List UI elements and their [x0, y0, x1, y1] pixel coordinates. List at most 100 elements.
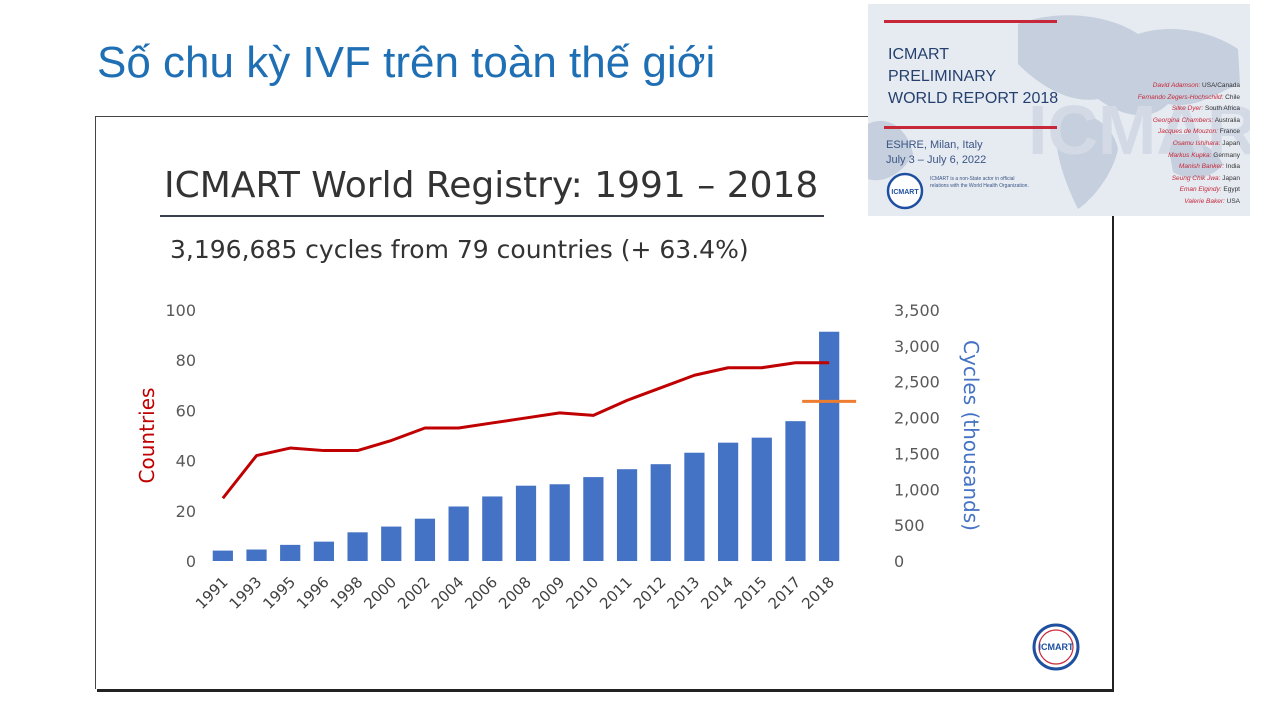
y-right-tick-label: 1,000: [894, 480, 940, 499]
author-country: Egypt: [1221, 186, 1240, 194]
author-name: Manish Banker:: [1178, 163, 1225, 171]
chart-bar: [381, 526, 402, 561]
report-title: ICMART PRELIMINARY WORLD REPORT 2018: [888, 46, 1059, 107]
slide-title: Số chu kỳ IVF trên toàn thế giới: [97, 38, 716, 87]
report-venue: ESHRE, Milan, Italy July 3 – July 6, 202…: [886, 139, 987, 166]
chart-bar: [347, 532, 368, 561]
y-right-tick-label: 3,500: [894, 301, 940, 320]
badge-text: ICMART: [1039, 642, 1074, 652]
world-map-background: ICMART: [868, 4, 1250, 216]
author-name: Seung Chik Jwa:: [1171, 174, 1221, 182]
icmart-badge-logo: ICMART: [1032, 623, 1080, 671]
x-tick-label: 2017: [765, 573, 805, 613]
author-country: Japan: [1220, 174, 1240, 182]
author-country: USA: [1224, 197, 1240, 205]
chart-bar: [414, 518, 436, 561]
author-country: India: [1224, 163, 1240, 171]
chart-bar: [785, 421, 806, 561]
author-name: Jacques de Mouzon:: [1157, 128, 1218, 136]
x-tick-label: 1996: [293, 573, 333, 613]
y-left-tick-label: 80: [176, 351, 196, 370]
author-country: Germany: [1211, 151, 1240, 159]
author-name: Eman Elgindy:: [1179, 186, 1222, 194]
x-tick-label: 2014: [697, 573, 737, 613]
report-author-row: Fernando Zegers-Hochschild: Chile: [1138, 92, 1240, 104]
y-right-tick-label: 2,000: [894, 409, 940, 428]
x-tick-label: 1995: [259, 573, 299, 613]
author-name: Markus Kupka:: [1168, 151, 1212, 159]
author-name: Osamu Ishihara:: [1172, 139, 1221, 147]
chart-bar: [515, 485, 537, 561]
y-left-tick-label: 40: [176, 452, 196, 471]
author-country: USA/Canada: [1200, 82, 1240, 89]
author-country: Australia: [1213, 116, 1240, 124]
chart-bar: [212, 550, 233, 561]
author-country: South Africa: [1203, 105, 1240, 113]
chart-bar: [650, 464, 671, 561]
x-tick-label: 1993: [226, 573, 266, 613]
report-cover-image: ICMART ICMART PRELIMINARY WORLD REPORT 2…: [868, 4, 1250, 216]
report-author-row: Manish Banker: India: [1138, 161, 1240, 173]
chart-bar: [448, 506, 469, 561]
y-left-tick-label: 0: [186, 552, 196, 571]
report-author-row: Seung Chik Jwa: Japan: [1138, 173, 1240, 185]
chart-bar: [313, 541, 334, 561]
x-tick-label: 2015: [731, 573, 771, 613]
y-right-tick-label: 500: [894, 516, 925, 535]
report-bottom-rule: [884, 126, 1057, 129]
y-left-tick-label: 100: [165, 301, 196, 320]
chart-bar: [819, 331, 840, 561]
x-tick-label: 2013: [664, 573, 704, 613]
x-tick-label: 1998: [327, 573, 367, 613]
report-top-rule: [884, 20, 1057, 23]
y-left-axis-title: Countries: [135, 388, 159, 484]
x-tick-label: 2010: [562, 573, 602, 613]
chart-bar: [684, 452, 705, 561]
x-tick-label: 2004: [428, 573, 468, 613]
report-logo: ICMART: [886, 172, 924, 210]
y-left-tick-label: 20: [176, 502, 196, 521]
x-tick-label: 2008: [495, 573, 535, 613]
title-underline: [160, 215, 824, 217]
report-author-row: Markus Kupka: Germany: [1138, 150, 1240, 162]
author-name: Georgina Chambers:: [1152, 116, 1214, 124]
report-author-row: Valerie Baker: USA: [1138, 196, 1240, 208]
y-right-tick-label: 1,500: [894, 444, 940, 463]
x-tick-label: 2012: [630, 573, 670, 613]
author-country: France: [1217, 128, 1240, 136]
author-name: Silke Dyer:: [1171, 105, 1204, 113]
report-author-list: David Adamson: USA/Canada Fernando Zegers…: [1138, 80, 1240, 208]
chart-bar: [583, 477, 604, 561]
x-tick-label: 2009: [529, 573, 569, 613]
report-author-row: Jacques de Mouzon: France: [1138, 126, 1240, 138]
author-name: David Adamson:: [1152, 82, 1201, 89]
chart-bar: [549, 484, 570, 561]
chart-bar: [718, 442, 739, 561]
author-country: Japan: [1220, 139, 1240, 147]
chart-bar: [616, 469, 638, 561]
author-name: Valerie Baker:: [1184, 197, 1225, 205]
x-tick-label: 2002: [394, 573, 434, 613]
registry-chart: 0 20 40 60 80 100 0 500 1,000 1,500 2,000 2,500 3,00…: [135, 301, 983, 613]
x-tick-label: 2011: [596, 573, 636, 613]
x-tick-label: 1991: [192, 573, 232, 613]
registry-subtitle: 3,196,685 cycles from 79 countries (+ 63…: [170, 235, 749, 264]
chart-line-countries: [221, 361, 830, 500]
report-author-row: Eman Elgindy: Egypt: [1138, 184, 1240, 196]
x-tick-label: 2000: [360, 573, 400, 613]
report-author-row: Osamu Ishihara: Japan: [1138, 138, 1240, 150]
report-who-note: ICMART is a non-State actor in official …: [930, 176, 1029, 189]
y-right-tick-label: 2,500: [894, 373, 940, 392]
x-tick-label: 2018: [798, 573, 838, 613]
report-author-row: Silke Dyer: South Africa: [1138, 103, 1240, 115]
chart-bar: [246, 549, 267, 561]
registry-title: ICMART World Registry: 1991 – 2018: [164, 165, 819, 206]
y-right-tick-label: 0: [894, 552, 904, 571]
chart-bar: [751, 437, 772, 561]
y-left-tick-label: 60: [176, 401, 196, 420]
svg-text:ICMART: ICMART: [891, 189, 919, 196]
report-author-row: Georgina Chambers: Australia: [1138, 115, 1240, 127]
report-author-row: David Adamson: USA/Canada: [1138, 80, 1240, 92]
chart-bar: [482, 496, 503, 561]
x-tick-label: 2006: [461, 573, 501, 613]
